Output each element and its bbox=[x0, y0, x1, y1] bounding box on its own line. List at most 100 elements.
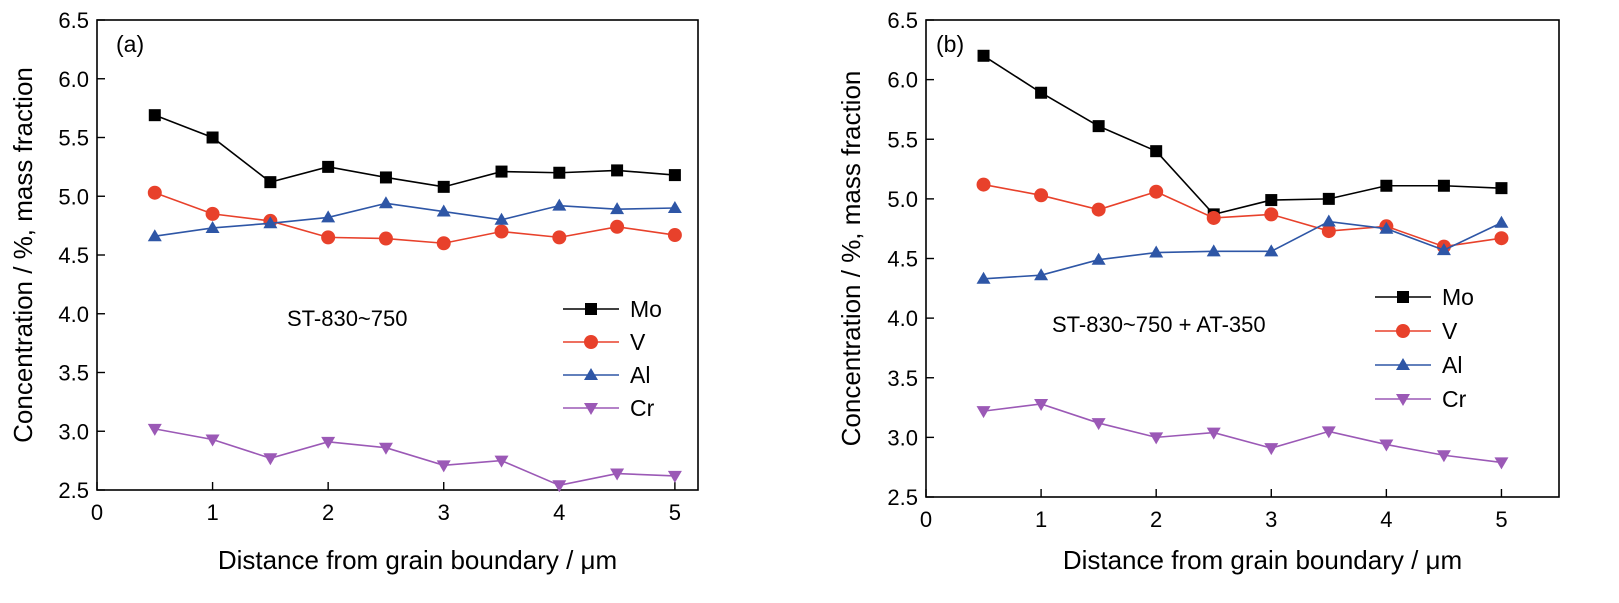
x-tick-label: 5 bbox=[1495, 507, 1507, 532]
data-point-v bbox=[205, 206, 220, 221]
data-point-al bbox=[976, 271, 991, 284]
legend-marker bbox=[1396, 358, 1410, 370]
data-point-cr bbox=[1149, 432, 1164, 445]
data-point-cr bbox=[205, 434, 220, 447]
data-point-v bbox=[1149, 184, 1164, 199]
legend-marker bbox=[1397, 291, 1409, 303]
data-point-al bbox=[1091, 252, 1106, 265]
series-cr bbox=[976, 398, 1509, 470]
y-axis-title: Concentration / %, mass fraction bbox=[8, 67, 38, 443]
data-point-al bbox=[1264, 244, 1279, 257]
y-tick-label: 2.5 bbox=[58, 478, 89, 503]
legend-marker bbox=[1396, 324, 1410, 338]
x-tick-label: 0 bbox=[91, 500, 103, 525]
y-tick-label: 6.0 bbox=[58, 67, 89, 92]
data-point-mo bbox=[553, 166, 566, 179]
data-point-v bbox=[552, 230, 567, 245]
legend-marker bbox=[584, 368, 598, 380]
data-point-mo bbox=[379, 171, 392, 184]
data-point-cr bbox=[1034, 398, 1049, 411]
data-point-v bbox=[147, 185, 162, 200]
legend-label: V bbox=[1442, 318, 1458, 344]
data-point-v bbox=[1264, 207, 1279, 222]
legend-marker bbox=[584, 335, 598, 349]
data-point-al bbox=[321, 210, 336, 223]
data-point-al bbox=[205, 220, 220, 233]
condition-annotation: ST-830~750 bbox=[287, 306, 407, 331]
data-point-al bbox=[1206, 244, 1221, 257]
data-point-mo bbox=[322, 160, 335, 173]
data-point-v bbox=[436, 236, 451, 251]
data-point-mo bbox=[1380, 179, 1393, 192]
data-point-mo bbox=[1437, 179, 1450, 192]
y-tick-label: 6.0 bbox=[887, 68, 918, 93]
legend-marker bbox=[584, 403, 598, 415]
data-point-al bbox=[494, 212, 509, 225]
data-point-cr bbox=[976, 406, 991, 419]
data-point-cr bbox=[1494, 457, 1509, 470]
series-mo bbox=[977, 49, 1508, 221]
x-tick-label: 4 bbox=[553, 500, 565, 525]
data-point-cr bbox=[436, 460, 451, 473]
series-line-al bbox=[154, 202, 675, 237]
y-axis-title: Concentration / %, mass fraction bbox=[836, 71, 866, 447]
legend-label: Al bbox=[630, 362, 650, 388]
data-point-cr bbox=[1379, 439, 1394, 452]
data-point-mo bbox=[977, 49, 990, 62]
data-point-al bbox=[667, 201, 682, 213]
data-point-mo bbox=[1092, 120, 1105, 133]
data-point-al bbox=[1494, 215, 1509, 228]
legend-entry-al: Al bbox=[563, 362, 650, 388]
data-point-al bbox=[378, 196, 393, 209]
x-tick-label: 1 bbox=[206, 500, 218, 525]
series-line-al bbox=[983, 220, 1502, 280]
legend-label: Cr bbox=[1442, 386, 1467, 412]
x-tick-label: 3 bbox=[1265, 507, 1277, 532]
series-al bbox=[147, 196, 682, 242]
x-axis-title: Distance from grain boundary / μm bbox=[1063, 545, 1462, 575]
data-point-cr bbox=[321, 436, 336, 449]
series-line-mo bbox=[983, 55, 1502, 216]
legend-entry-cr: Cr bbox=[563, 395, 655, 421]
legend-entry-v: V bbox=[563, 329, 646, 355]
y-tick-label: 5.0 bbox=[887, 187, 918, 212]
data-point-v bbox=[1494, 231, 1509, 246]
y-tick-label: 4.0 bbox=[58, 302, 89, 327]
y-tick-label: 3.5 bbox=[887, 366, 918, 391]
data-point-al bbox=[1149, 245, 1164, 258]
data-point-v bbox=[1206, 210, 1221, 225]
y-tick-label: 4.5 bbox=[887, 247, 918, 272]
data-point-al bbox=[1321, 214, 1336, 227]
data-point-v bbox=[667, 228, 682, 243]
data-point-v bbox=[1321, 224, 1336, 239]
y-tick-label: 3.5 bbox=[58, 361, 89, 386]
x-tick-label: 2 bbox=[322, 500, 334, 525]
x-tick-label: 3 bbox=[438, 500, 450, 525]
y-tick-label: 5.0 bbox=[58, 184, 89, 209]
chart-panel-a: 0 1 2 3 4 5 2.5 3.0 3.5 4.0 4.5 5.0 5.5 6.0 6.5 Concent… bbox=[8, 8, 699, 575]
data-point-al bbox=[1379, 221, 1394, 234]
series-cr bbox=[147, 423, 682, 493]
data-point-v bbox=[1034, 188, 1049, 203]
series-mo bbox=[148, 109, 681, 193]
legend-marker bbox=[585, 303, 597, 315]
data-point-v bbox=[378, 231, 393, 246]
legend-entry-al: Al bbox=[1375, 352, 1462, 378]
x-tick-label: 4 bbox=[1380, 507, 1392, 532]
data-point-cr bbox=[263, 453, 278, 466]
data-point-mo bbox=[668, 169, 681, 182]
series-line-v bbox=[154, 191, 675, 245]
legend-entry-v: V bbox=[1375, 318, 1458, 344]
condition-annotation: ST-830~750 + AT-350 bbox=[1052, 312, 1266, 337]
series-v bbox=[976, 177, 1509, 254]
y-tick-label: 2.5 bbox=[887, 485, 918, 510]
plot-frame bbox=[925, 19, 1560, 498]
y-tick-label: 4.0 bbox=[887, 306, 918, 331]
data-point-mo bbox=[1265, 194, 1278, 207]
data-point-cr bbox=[1206, 427, 1221, 440]
series-line-v bbox=[983, 183, 1502, 248]
y-tick-label: 4.5 bbox=[58, 243, 89, 268]
y-tick-label: 5.5 bbox=[58, 126, 89, 151]
panel-label: (a) bbox=[116, 31, 144, 57]
